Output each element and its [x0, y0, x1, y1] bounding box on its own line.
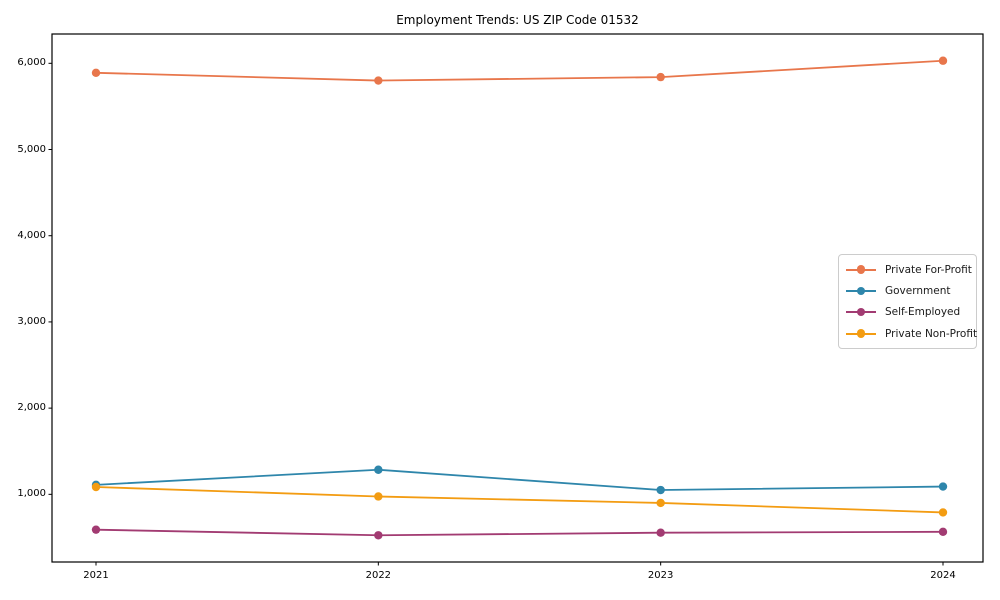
x-tick-label: 2021 [83, 570, 109, 581]
data-point-self-employed [656, 528, 665, 537]
data-point-private-for-profit [374, 76, 383, 85]
data-point-self-employed [91, 525, 101, 534]
data-point-private-for-profit [656, 72, 665, 82]
series-line-private-non-profit [95, 486, 944, 514]
series-line-self-employed [95, 528, 944, 537]
legend-dot-icon [857, 286, 866, 296]
legend-item: Self-Employed [846, 302, 969, 323]
legend-line-marker-icon [846, 265, 876, 275]
legend-dot-icon [857, 265, 866, 274]
x-tick-label: 2022 [365, 570, 392, 581]
data-point-private-for-profit [91, 68, 101, 77]
series-line-private-for-profit [95, 59, 944, 82]
legend-line-marker-icon [846, 307, 876, 317]
legend-item: Private Non-Profit [846, 323, 977, 344]
legend-label: Self-Employed [885, 306, 961, 319]
data-point-private-for-profit [938, 56, 948, 65]
data-point-private-non-profit [656, 498, 665, 508]
legend-item: Government [846, 280, 969, 301]
plot-border [51, 33, 984, 563]
legend-label: Private For-Profit [885, 263, 972, 276]
legend-dot-icon [857, 329, 866, 338]
legend-dot-icon [857, 308, 866, 317]
legend-label: Government [885, 284, 951, 297]
legend-label: Private Non-Profit [885, 327, 978, 340]
y-tick-label: 3,000 [17, 315, 46, 327]
legend-item: Private For-Profit [846, 259, 972, 280]
data-point-private-non-profit [938, 508, 948, 517]
data-point-government [938, 482, 948, 491]
y-tick-label: 4,000 [17, 229, 46, 241]
data-point-self-employed [374, 531, 383, 540]
y-tick-label: 6,000 [17, 57, 46, 69]
y-tick-label: 2,000 [17, 402, 46, 414]
data-point-self-employed [938, 527, 948, 537]
y-tick-label: 5,000 [17, 143, 46, 155]
data-point-private-non-profit [374, 492, 383, 501]
legend-line-marker-icon [846, 286, 876, 296]
x-tick-label: 2024 [930, 570, 956, 581]
y-tick-label: 1,000 [17, 488, 46, 500]
data-point-private-non-profit [91, 482, 101, 492]
x-tick-label: 2023 [647, 570, 674, 581]
legend: Private For-Profit Government Self-Employe… [838, 254, 977, 350]
data-point-government [374, 465, 383, 474]
chart-title: Employment Trends: US ZIP Code 01532 [396, 13, 639, 27]
legend-line-marker-icon [846, 329, 876, 339]
series-line-government [95, 468, 944, 491]
data-point-government [656, 485, 665, 495]
